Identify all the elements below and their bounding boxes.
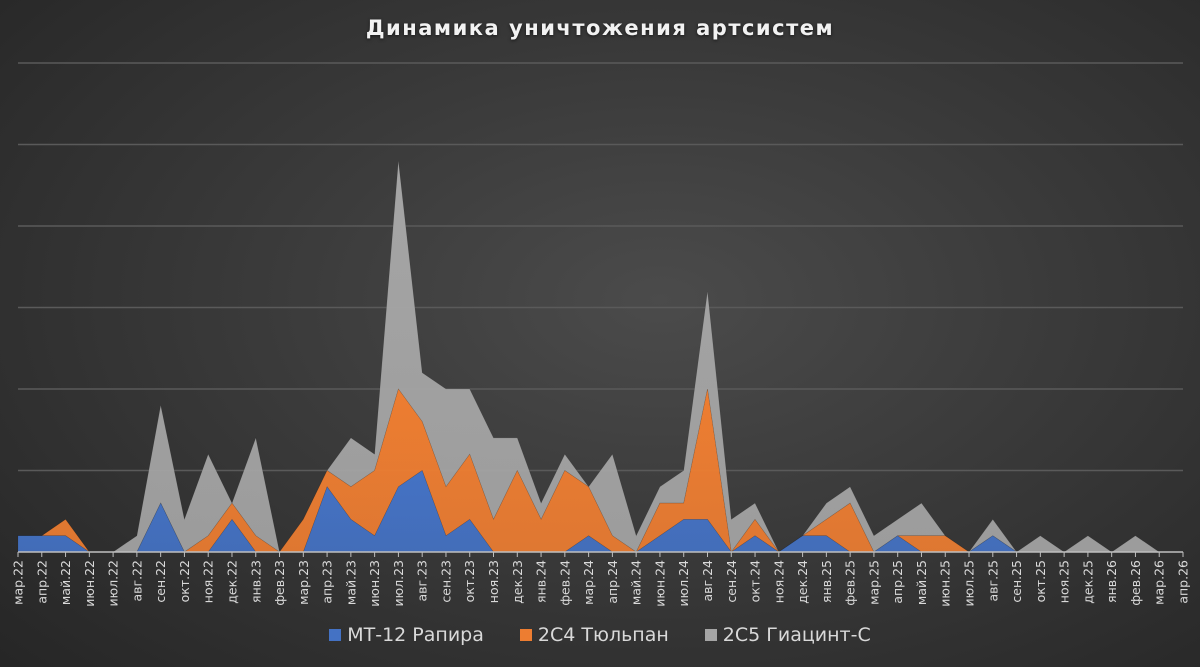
x-tick-label: июл.23 [391, 560, 406, 607]
chart-title: Динамика уничтожения артсистем [365, 16, 835, 40]
gridlines [18, 62, 1183, 472]
x-tick-label: дек.23 [510, 560, 525, 604]
x-tick-label: фев.24 [557, 560, 572, 606]
x-tick-label: янв.23 [248, 560, 263, 603]
x-tick-label: фев.25 [843, 560, 858, 606]
x-tick-label: апр.26 [1176, 560, 1191, 604]
legend-label: 2С4 Тюльпан [537, 624, 669, 646]
x-tick-label: янв.24 [534, 560, 549, 603]
legend-item-2s5[interactable]: 2С5 Гиацинт-С [704, 624, 871, 646]
x-tick-label: авг.25 [985, 560, 1000, 601]
x-tick-label: июл.24 [676, 560, 691, 607]
stacked-areas [17, 160, 1183, 553]
x-tick-label: окт.23 [462, 560, 477, 602]
x-tick-label: мар.23 [296, 560, 311, 605]
x-tick-label: янв.26 [1104, 560, 1119, 603]
x-tick-label: ноя.24 [771, 560, 786, 603]
x-tick-label: авг.23 [415, 560, 430, 601]
x-tick-label: авг.24 [700, 560, 715, 602]
x-tick-label: июн.22 [82, 560, 97, 607]
x-tick-label: дек.24 [795, 560, 810, 604]
x-tick-label: июн.23 [367, 560, 382, 607]
legend-label: МТ-12 Рапира [347, 624, 484, 646]
x-tick-label: апр.23 [320, 560, 335, 604]
x-tick-label: янв.25 [819, 560, 834, 603]
x-tick-label: мар.22 [11, 560, 26, 605]
x-tick-label: дек.25 [1080, 560, 1095, 604]
x-tick-label: авг.22 [129, 560, 144, 601]
x-tick-label: окт.22 [177, 560, 192, 602]
area-series-2[interactable] [18, 160, 1183, 553]
x-tick-label: май.23 [343, 560, 358, 605]
x-tick-label: июн.25 [938, 560, 953, 607]
x-axis: мар.22 апр.22 май.22 июн.22 июл.22 авг.22 сен.… [11, 551, 1191, 607]
legend: МТ-12 Рапира 2С4 Тюльпан 2С5 Гиацинт-С [0, 624, 1200, 646]
x-tick-label: май.25 [914, 560, 929, 605]
x-tick-label: фев.26 [1128, 560, 1143, 606]
x-tick-label: сен.25 [1009, 560, 1024, 603]
x-tick-label: апр.22 [34, 560, 49, 604]
x-tick-label: окт.25 [1033, 560, 1048, 602]
legend-item-mt12[interactable]: МТ-12 Рапира [329, 624, 484, 646]
x-tick-label: мар.25 [866, 560, 881, 605]
x-tick-label: мар.26 [1152, 560, 1167, 605]
x-tick-label: мар.24 [581, 560, 596, 605]
legend-swatch-icon [519, 629, 532, 641]
x-tick-label: ноя.25 [1057, 560, 1072, 603]
x-tick-label: сен.24 [724, 560, 739, 603]
x-tick-label: ноя.22 [201, 560, 216, 603]
x-tick-label: фев.23 [272, 560, 287, 606]
x-tick-label: ноя.23 [486, 560, 501, 603]
legend-item-2s4[interactable]: 2С4 Тюльпан [519, 624, 669, 646]
x-tick-label: апр.25 [890, 560, 905, 604]
x-tick-label: окт.24 [748, 560, 763, 602]
x-tick-label: сен.23 [438, 560, 453, 603]
x-tick-label: июн.24 [652, 560, 667, 607]
x-tick-label: апр.24 [605, 560, 620, 604]
x-tick-label: июл.22 [106, 560, 121, 607]
x-tick-label: дек.22 [224, 560, 239, 604]
x-tick-label: май.24 [629, 560, 644, 605]
legend-label: 2С5 Гиацинт-С [722, 624, 871, 646]
x-tick-label: сен.22 [153, 560, 168, 603]
legend-swatch-icon [329, 629, 342, 641]
legend-swatch-icon [704, 629, 717, 641]
x-tick-label: май.22 [58, 560, 73, 605]
x-tick-label: июл.25 [962, 560, 977, 607]
